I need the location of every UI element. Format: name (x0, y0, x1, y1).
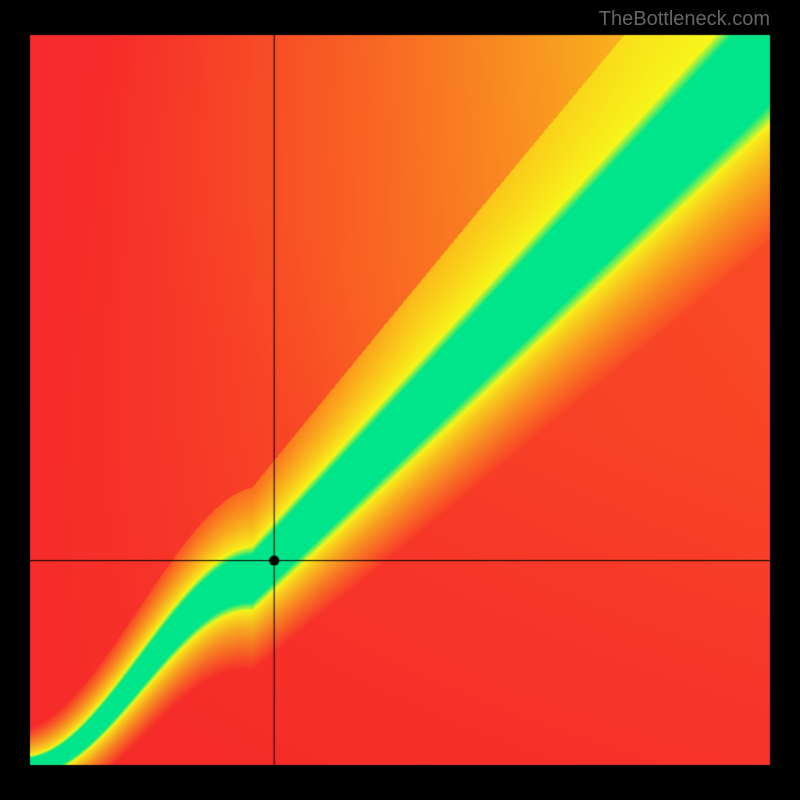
chart-container: TheBottleneck.com (0, 0, 800, 800)
watermark-text: TheBottleneck.com (599, 8, 770, 31)
heatmap-canvas (0, 0, 800, 800)
